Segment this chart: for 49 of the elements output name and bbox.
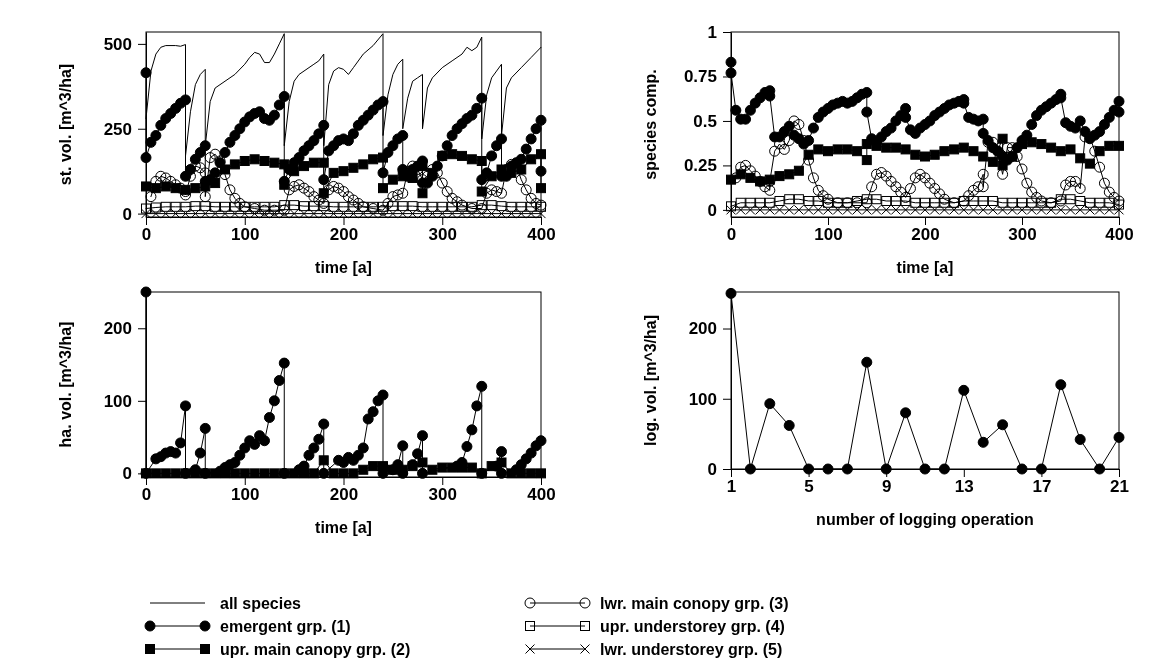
x-axis-title: time [a] xyxy=(315,259,372,276)
x-tick-label: 300 xyxy=(1008,225,1037,245)
y-tick-label: 1 xyxy=(707,22,717,42)
x-tick-label: 400 xyxy=(1105,225,1134,245)
y-tick-label: 0 xyxy=(707,459,717,479)
y-tick-label: 0 xyxy=(122,464,132,484)
legend-label: emergent grp. (1) xyxy=(220,618,351,635)
x-tick-label: 300 xyxy=(428,225,457,245)
y-tick-label: 500 xyxy=(103,34,132,54)
y-tick-label: 200 xyxy=(103,319,132,339)
x-tick-label: 5 xyxy=(804,477,814,497)
x-tick-label: 17 xyxy=(1032,477,1052,497)
x-tick-label: 0 xyxy=(141,225,152,245)
y-tick-label: 0.25 xyxy=(683,156,717,176)
x-tick-label: 400 xyxy=(527,225,556,245)
x-tick-label: 200 xyxy=(911,225,940,245)
legend-label: lwr. main conopy grp. (3) xyxy=(600,595,789,612)
x-tick-label: 21 xyxy=(1110,477,1129,497)
x-tick-label: 13 xyxy=(954,477,974,497)
y-tick-label: 100 xyxy=(688,389,717,409)
legend-label: upr. understorey grp. (4) xyxy=(600,618,785,635)
y-axis-title: ha. vol. [m^3/ha] xyxy=(57,321,74,448)
x-tick-label: 200 xyxy=(329,485,359,505)
y-axis-title: log. vol. [m^3/ha] xyxy=(642,314,659,447)
x-axis-title: time [a] xyxy=(896,259,954,276)
legend-label: lwr. understorey grp. (5) xyxy=(600,641,783,658)
x-tick-label: 100 xyxy=(814,225,843,245)
y-tick-label: 0 xyxy=(707,200,717,220)
y-tick-label: 0.75 xyxy=(683,67,717,87)
y-axis-title: st. vol. [m^3/ha] xyxy=(57,63,74,186)
x-tick-label: 300 xyxy=(428,485,457,505)
x-tick-label: 0 xyxy=(141,485,152,505)
x-tick-label: 1 xyxy=(726,477,737,497)
legend-label: all species xyxy=(220,595,302,612)
y-tick-label: 100 xyxy=(103,391,132,411)
y-tick-label: 0.5 xyxy=(693,111,717,131)
legend-label: upr. main canopy grp. (2) xyxy=(220,641,411,658)
x-tick-label: 400 xyxy=(527,485,556,505)
x-tick-label: 200 xyxy=(329,225,359,245)
x-tick-label: 100 xyxy=(231,225,260,245)
x-tick-label: 100 xyxy=(231,485,260,505)
x-axis-title: time [a] xyxy=(315,519,372,536)
y-tick-label: 0 xyxy=(122,204,132,224)
y-tick-label: 250 xyxy=(103,119,132,139)
x-tick-label: 0 xyxy=(726,225,737,245)
x-axis-title: number of logging operation xyxy=(816,511,1034,528)
x-tick-label: 9 xyxy=(881,477,892,497)
y-tick-label: 200 xyxy=(688,319,717,339)
y-axis-title: species comp. xyxy=(642,69,659,180)
